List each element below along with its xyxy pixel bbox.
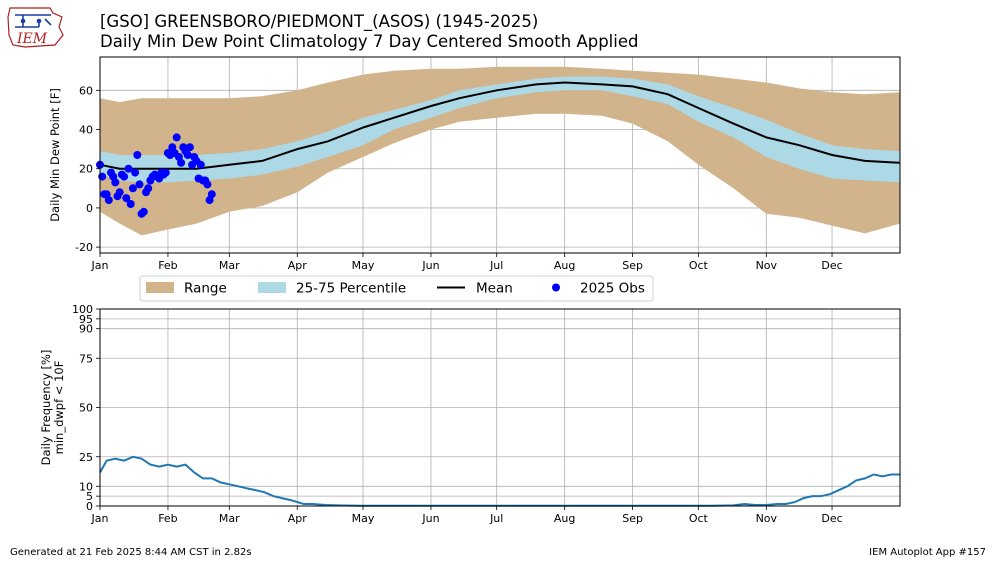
top-xtick-label: Oct bbox=[689, 259, 709, 272]
bottom-gridlines bbox=[99, 308, 900, 507]
bottom-xtick-label: Feb bbox=[158, 512, 177, 525]
bottom-ytick-label: 95 bbox=[79, 313, 93, 326]
obs-point bbox=[135, 180, 144, 189]
bottom-ytick-label: 0 bbox=[86, 500, 93, 513]
iem-logo: IEM bbox=[7, 7, 64, 48]
bottom-x-ticks: Jan Feb Mar Apr May Jun Jul Aug Sep Oct Nov Dec bbox=[91, 506, 843, 525]
top-xtick-label: Mar bbox=[219, 259, 240, 272]
bottom-ytick-label: 10 bbox=[79, 480, 93, 493]
obs-point bbox=[122, 194, 131, 203]
top-plot-frame bbox=[99, 56, 901, 254]
obs-point bbox=[111, 178, 120, 187]
obs-point bbox=[120, 172, 129, 181]
legend-percentile-label: 25-75 Percentile bbox=[296, 281, 406, 297]
obs-point bbox=[172, 133, 181, 142]
obs-point bbox=[161, 168, 170, 177]
bottom-xtick-label: Aug bbox=[554, 512, 575, 525]
obs-point bbox=[207, 190, 216, 199]
bottom-ytick-label: 90 bbox=[79, 323, 93, 336]
top-xtick-label: Jan bbox=[91, 259, 109, 272]
bottom-ytick-label: 5 bbox=[86, 490, 93, 503]
top-xtick-label: May bbox=[352, 259, 375, 272]
chart-title: [GSO] GREENSBORO/PIEDMONT_(ASOS) (1945-2… bbox=[100, 12, 539, 31]
top-xtick-label: Aug bbox=[554, 259, 575, 272]
top-xtick-label: Dec bbox=[821, 259, 842, 272]
legend-mean-label: Mean bbox=[476, 281, 513, 297]
top-xtick-label: Jun bbox=[421, 259, 439, 272]
frequency-line bbox=[99, 455, 900, 507]
obs-points bbox=[96, 133, 216, 218]
top-xtick-label: Feb bbox=[158, 259, 177, 272]
bottom-xtick-label: Nov bbox=[756, 512, 778, 525]
obs-point bbox=[203, 180, 212, 189]
obs-point bbox=[177, 158, 186, 167]
top-ytick-label: 60 bbox=[79, 84, 93, 97]
bottom-y-axis-label: Daily Frequency [%]min_dwpf < 10F bbox=[39, 350, 66, 466]
top-bands bbox=[100, 66, 900, 236]
obs-point bbox=[185, 143, 194, 152]
bottom-y-axis-label-line: Daily Frequency [%] bbox=[39, 350, 53, 466]
bottom-y-axis-label-line: min_dwpf < 10F bbox=[52, 361, 66, 455]
bottom-xtick-label: Oct bbox=[689, 512, 709, 525]
bottom-xtick-label: Mar bbox=[219, 512, 240, 525]
legend-obs-label: 2025 Obs bbox=[580, 281, 645, 297]
obs-point bbox=[104, 196, 113, 205]
top-x-ticks: Jan Feb Mar Apr May Jun Jul Aug Sep Oct Nov Dec bbox=[91, 253, 843, 272]
obs-point bbox=[115, 188, 124, 197]
top-y-axis-label: Daily Min Dew Point [F] bbox=[48, 88, 62, 222]
chart-subtitle: Daily Min Dew Point Climatology 7 Day Ce… bbox=[100, 32, 639, 51]
bottom-xtick-label: Jun bbox=[421, 512, 439, 525]
obs-point bbox=[183, 151, 192, 159]
obs-point bbox=[98, 172, 107, 181]
legend-range-label: Range bbox=[184, 281, 227, 297]
obs-point bbox=[144, 184, 153, 193]
top-ytick-label: 40 bbox=[79, 124, 93, 137]
bottom-xtick-label: Apr bbox=[288, 512, 308, 525]
app-credit: IEM Autoplot App #157 bbox=[869, 547, 986, 558]
obs-point bbox=[128, 184, 137, 193]
top-ytick-label: -20 bbox=[75, 241, 93, 254]
bottom-xtick-label: Jul bbox=[489, 512, 503, 525]
bottom-ytick-label: 75 bbox=[79, 352, 93, 365]
bottom-xtick-label: May bbox=[352, 512, 375, 525]
obs-point bbox=[133, 151, 142, 159]
legend-percentile-swatch bbox=[258, 282, 286, 293]
top-y-ticks: -20 0 20 40 60 bbox=[75, 84, 100, 254]
obs-point bbox=[196, 160, 205, 169]
legend-range-swatch bbox=[146, 282, 174, 293]
bottom-xtick-label: Jan bbox=[91, 512, 109, 525]
bottom-ytick-label: 100 bbox=[72, 303, 93, 316]
top-ytick-label: 0 bbox=[86, 202, 93, 215]
top-xtick-label: Sep bbox=[622, 259, 643, 272]
legend: Range 25-75 Percentile Mean 2025 Obs bbox=[139, 275, 654, 302]
obs-point bbox=[131, 168, 140, 177]
iem-logo-text: IEM bbox=[16, 31, 48, 47]
percentile-band bbox=[100, 76, 900, 183]
top-xtick-label: Jul bbox=[489, 259, 503, 272]
obs-point bbox=[124, 164, 133, 173]
obs-point bbox=[139, 207, 148, 216]
obs-point bbox=[126, 200, 135, 208]
bottom-ytick-label: 25 bbox=[79, 451, 93, 464]
top-xtick-label: Apr bbox=[288, 259, 308, 272]
top-ytick-label: 20 bbox=[79, 163, 93, 176]
chart-canvas: -20 0 20 40 60 Jan Feb Mar Apr May Jun Jul Aug Sep Oc… bbox=[39, 56, 901, 525]
legend-obs-swatch bbox=[552, 283, 560, 292]
bottom-xtick-label: Sep bbox=[622, 512, 643, 525]
generated-timestamp: Generated at 21 Feb 2025 8:44 AM CST in … bbox=[10, 547, 252, 558]
bottom-xtick-label: Dec bbox=[821, 512, 842, 525]
top-xtick-label: Nov bbox=[756, 259, 778, 272]
bottom-ytick-label: 50 bbox=[79, 402, 93, 415]
